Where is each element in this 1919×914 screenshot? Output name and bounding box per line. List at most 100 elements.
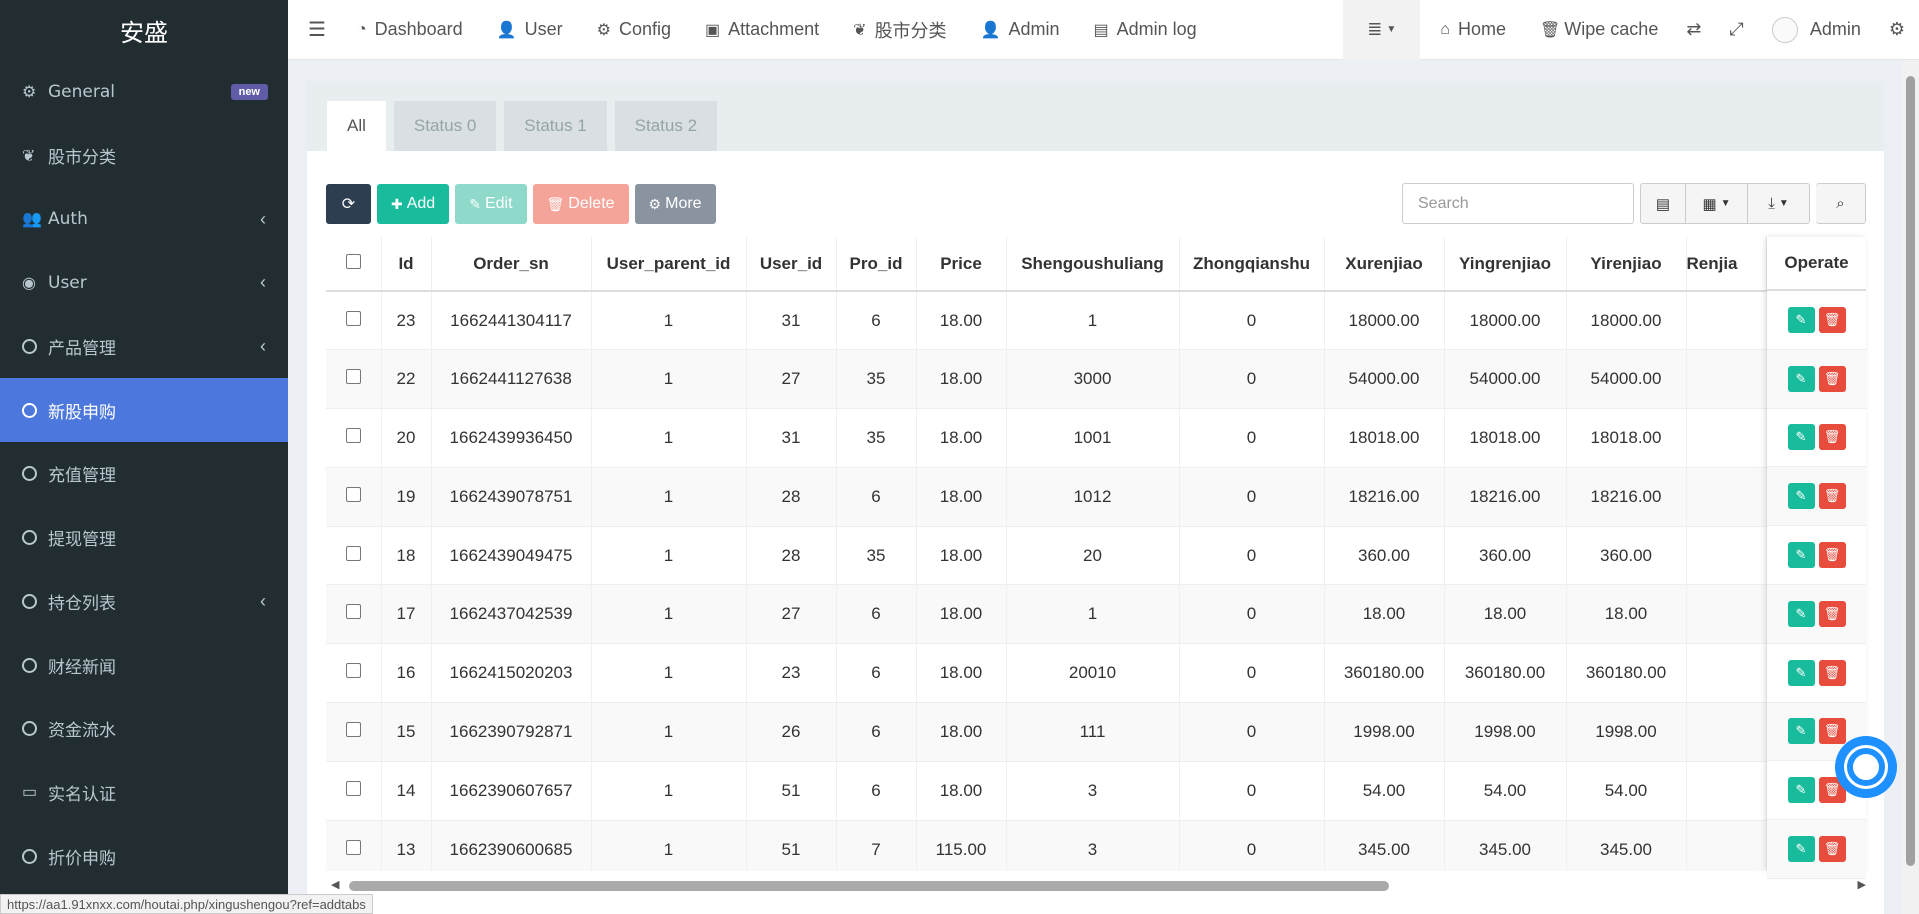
scroll-left-arrow-icon[interactable]: ◀: [331, 879, 340, 891]
top-nav-tab[interactable]: ⚙ Config: [580, 0, 688, 60]
row-edit-button[interactable]: ✎: [1787, 836, 1815, 863]
advanced-search-button[interactable]: ⌕: [1816, 183, 1866, 224]
row-edit-button[interactable]: ✎: [1787, 600, 1815, 627]
edit-button[interactable]: ✎ Edit: [455, 184, 527, 224]
top-nav-tab[interactable]: 👤 Admin: [964, 0, 1077, 60]
status-tab[interactable]: All: [327, 101, 386, 151]
table-row[interactable]: 18 1662439049475 1 28 35 18.00 20 0 360.00 360.00…: [326, 526, 1768, 586]
refresh-button[interactable]: ⟳: [326, 184, 371, 224]
sidebar-item[interactable]: ◉ User ‹: [0, 251, 288, 315]
add-button[interactable]: ✚ Add: [377, 184, 450, 224]
sidebar-item[interactable]: 财经新闻: [0, 633, 288, 697]
table-row[interactable]: 19 1662439078751 1 28 6 18.00 1012 0 18216.00 182…: [326, 467, 1768, 527]
top-nav-tab[interactable]: ▣ Attachment: [688, 0, 836, 60]
sidebar-item[interactable]: 新股申购: [0, 378, 288, 443]
row-checkbox[interactable]: [345, 721, 361, 737]
row-edit-button[interactable]: ✎: [1787, 659, 1815, 686]
search-input[interactable]: Search: [1402, 183, 1634, 224]
language-button[interactable]: ⇄: [1672, 0, 1715, 60]
nav-menu-dropdown[interactable]: ≣ ▼: [1343, 0, 1421, 60]
export-dropdown-button[interactable]: ⤓ ▼: [1748, 183, 1810, 224]
row-checkbox[interactable]: [345, 310, 361, 326]
row-edit-button[interactable]: ✎: [1787, 718, 1815, 745]
row-delete-button[interactable]: 🗑: [1818, 836, 1846, 863]
scroll-right-arrow-icon[interactable]: ▶: [1857, 879, 1866, 891]
row-edit-button[interactable]: ✎: [1787, 424, 1815, 451]
horizontal-scrollbar[interactable]: ◀ ▶: [331, 878, 1866, 892]
admin-user-menu[interactable]: Admin: [1758, 0, 1875, 60]
top-nav-tab[interactable]: 👤 User: [480, 0, 580, 60]
row-checkbox[interactable]: [345, 663, 361, 679]
column-header[interactable]: Xurenjiao: [1324, 237, 1445, 292]
sidebar-item[interactable]: 折价申购: [0, 824, 288, 888]
table-row[interactable]: 13 1662390600685 1 51 7 115.00 3 0 345.00 345.00 3…: [326, 820, 1768, 871]
column-header[interactable]: Renjia: [1686, 237, 1767, 292]
sidebar-item[interactable]: 充值管理: [0, 442, 288, 506]
status-tab[interactable]: Status 1: [504, 101, 607, 151]
more-button[interactable]: ⚙ More: [634, 184, 716, 224]
brand-logo[interactable]: 安盛: [0, 0, 288, 60]
vertical-scroll-thumb[interactable]: [1906, 76, 1915, 866]
home-link[interactable]: ⌂ Home: [1420, 0, 1526, 60]
row-checkbox[interactable]: [345, 780, 361, 796]
row-edit-button[interactable]: ✎: [1787, 306, 1815, 333]
row-checkbox[interactable]: [345, 427, 361, 443]
column-header[interactable]: Pro_id: [836, 237, 917, 292]
table-row[interactable]: 22 1662441127638 1 27 35 18.00 3000 0 54000.00 54…: [326, 349, 1768, 410]
delete-button[interactable]: 🗑 Delete: [532, 184, 629, 224]
row-edit-button[interactable]: ✎: [1787, 777, 1815, 804]
sidebar-item[interactable]: ▭ 实名认证: [0, 761, 288, 825]
sidebar-item[interactable]: ⚙ General new: [0, 60, 288, 124]
column-header[interactable]: User_parent_id: [591, 237, 747, 292]
row-delete-button[interactable]: 🗑: [1818, 542, 1846, 569]
row-edit-button[interactable]: ✎: [1787, 365, 1815, 392]
row-delete-button[interactable]: 🗑: [1818, 659, 1846, 686]
row-delete-button[interactable]: 🗑: [1818, 365, 1846, 392]
sidebar-item[interactable]: 👥 Auth ‹: [0, 187, 288, 251]
sidebar-item[interactable]: 产品管理 ‹: [0, 315, 288, 379]
row-edit-button[interactable]: ✎: [1787, 542, 1815, 569]
top-nav-tab[interactable]: ▤ Admin log: [1077, 0, 1214, 60]
table-row[interactable]: 15 1662390792871 1 26 6 18.00 111 0 1998.00 1998.…: [326, 702, 1768, 762]
select-all-checkbox[interactable]: [345, 253, 361, 269]
column-header[interactable]: Id: [381, 237, 432, 292]
column-header[interactable]: Price: [916, 237, 1007, 292]
chat-support-button[interactable]: [1835, 736, 1897, 798]
row-delete-button[interactable]: 🗑: [1818, 718, 1846, 745]
row-checkbox[interactable]: [345, 545, 361, 561]
column-header[interactable]: Yirenjiao: [1566, 237, 1687, 292]
column-header[interactable]: Yingrenjiao: [1444, 237, 1567, 292]
row-delete-button[interactable]: 🗑: [1818, 483, 1846, 510]
status-tab[interactable]: Status 2: [614, 101, 718, 151]
table-row[interactable]: 17 1662437042539 1 27 6 18.00 1 0 18.00 18.00 18.0…: [326, 584, 1768, 645]
horizontal-scroll-thumb[interactable]: [349, 881, 1389, 891]
row-delete-button[interactable]: 🗑: [1818, 600, 1846, 627]
row-checkbox[interactable]: [345, 604, 361, 620]
columns-dropdown-button[interactable]: ▦ ▼: [1686, 183, 1748, 224]
top-nav-tab[interactable]: ◔ Dashboard: [340, 0, 480, 60]
wipe-cache-button[interactable]: 🗑 Wipe cache: [1526, 0, 1672, 60]
status-tab[interactable]: Status 0: [393, 101, 497, 151]
column-header[interactable]: Order_sn: [431, 237, 592, 292]
column-header[interactable]: Shengoushuliang: [1006, 237, 1180, 292]
fullscreen-button[interactable]: ⤢: [1715, 0, 1757, 60]
sidebar-item[interactable]: 资金流水: [0, 697, 288, 761]
column-header[interactable]: Zhongqianshu: [1179, 237, 1325, 292]
table-row[interactable]: 16 1662415020203 1 23 6 18.00 20010 0 360180.00 3…: [326, 643, 1768, 704]
top-nav-tab[interactable]: ❦ 股市分类: [836, 0, 963, 60]
settings-button[interactable]: ⚙: [1875, 0, 1919, 60]
row-checkbox[interactable]: [345, 839, 361, 855]
sidebar-item[interactable]: ❦ 股市分类: [0, 124, 288, 188]
table-row[interactable]: 20 1662439936450 1 31 35 18.00 1001 0 18018.00 18…: [326, 408, 1768, 468]
vertical-scrollbar[interactable]: [1902, 60, 1919, 914]
table-row[interactable]: 14 1662390607657 1 51 6 18.00 3 0 54.00 54.00 54.0…: [326, 761, 1768, 821]
toggle-card-view-button[interactable]: ▤: [1640, 183, 1686, 224]
sidebar-item[interactable]: 提现管理: [0, 506, 288, 570]
column-header[interactable]: User_id: [746, 237, 837, 292]
sidebar-item[interactable]: 持仓列表 ‹: [0, 570, 288, 634]
row-delete-button[interactable]: 🗑: [1818, 424, 1846, 451]
row-checkbox[interactable]: [345, 369, 361, 385]
row-delete-button[interactable]: 🗑: [1818, 306, 1846, 333]
row-checkbox[interactable]: [345, 486, 361, 502]
table-row[interactable]: 23 1662441304117 1 31 6 18.00 1 0 18000.00 18000.…: [326, 291, 1768, 351]
